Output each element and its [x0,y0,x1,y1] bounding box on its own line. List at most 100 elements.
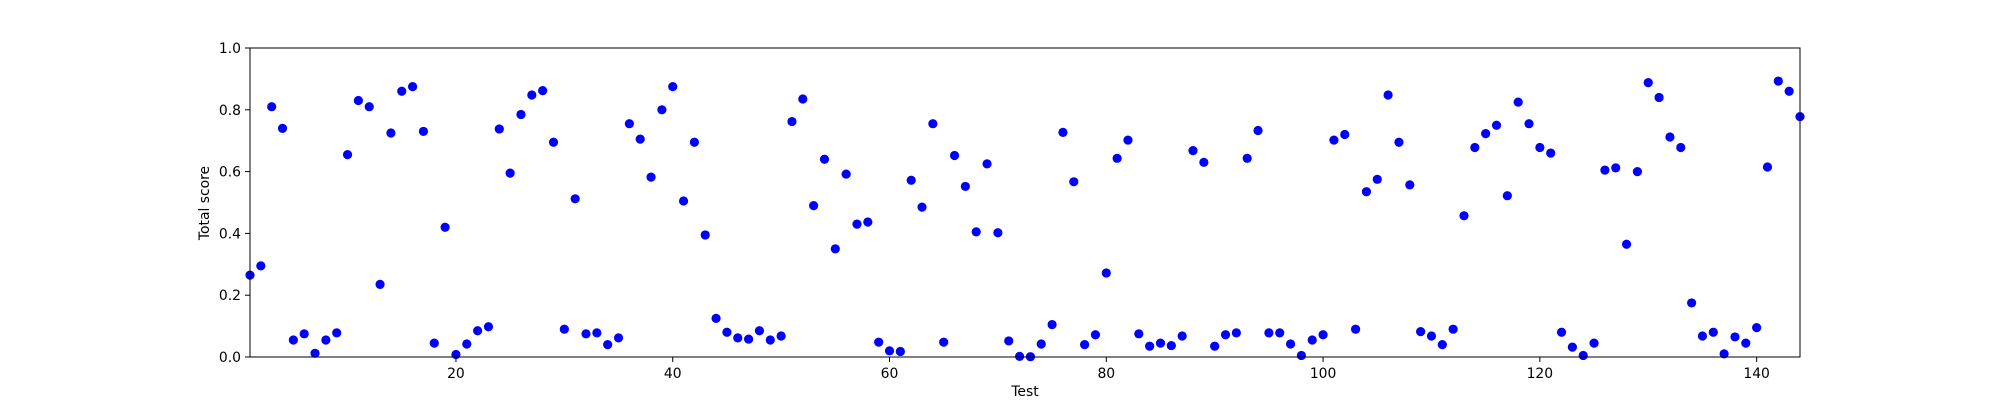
data-point [1145,341,1155,351]
data-point [917,202,927,212]
data-point [1123,135,1133,145]
data-point [928,119,938,129]
data-point [765,335,775,345]
data-point [1741,338,1751,348]
y-tick-label: 0.2 [219,288,241,304]
data-point [1383,90,1393,100]
data-point [1481,128,1491,139]
data-point [711,313,721,323]
data-point [874,337,884,347]
data-point [1101,268,1111,278]
data-point [299,329,309,339]
data-point [440,222,450,232]
data-point [1546,148,1556,158]
data-point [1416,327,1426,337]
data-point [819,154,830,164]
data-point [1459,211,1469,221]
data-point [473,326,483,336]
data-point [744,334,754,344]
data-point [982,159,992,169]
data-point [1090,330,1101,340]
data-point [1697,331,1708,341]
data-point [1621,239,1632,249]
data-point [1199,157,1209,167]
data-point [1470,142,1480,153]
data-point [809,200,819,211]
data-point [1231,328,1241,338]
y-tick-label: 0.6 [219,165,241,181]
data-point [570,194,580,204]
data-point [1220,330,1231,340]
data-point [1491,120,1502,130]
data-point [939,337,949,347]
data-point [1784,86,1794,96]
data-point [581,329,591,339]
data-point [342,150,353,160]
data-point [1665,132,1675,142]
data-point [1372,174,1382,184]
data-point [429,338,439,348]
data-point [386,128,396,138]
data-point [1643,78,1653,88]
data-point [1773,76,1783,86]
data-point [364,102,374,112]
data-point [1296,350,1306,361]
data-point [1567,342,1577,352]
data-point [1437,340,1447,350]
data-point [949,150,960,161]
data-point [1361,187,1372,197]
data-point [559,324,569,334]
data-point [754,326,765,336]
data-point [267,102,277,112]
data-point [960,181,970,192]
y-axis-ticks: 0.0 0.2 0.4 0.6 0.8 1.0 [219,41,250,366]
data-point [516,109,526,120]
y-tick-label: 1.0 [219,41,241,57]
data-points [245,76,1805,362]
data-point [548,137,559,147]
data-point [1730,332,1740,342]
data-point [852,219,862,229]
data-point [538,86,548,96]
data-point [1329,135,1339,145]
data-point [256,261,266,271]
data-point [1210,341,1220,351]
data-point [1687,298,1697,308]
data-point [646,172,656,182]
data-point [1448,324,1458,334]
data-point [1589,338,1599,348]
data-point [1654,92,1664,103]
data-point [1253,125,1263,136]
data-point [1047,319,1057,330]
x-axis-ticks: 20 40 60 80 100 120 140 [447,357,1770,382]
data-point [462,339,472,349]
data-point [494,124,504,134]
data-point [1600,165,1610,175]
data-point [895,346,905,357]
data-point [1350,324,1361,334]
data-point [1502,191,1512,201]
y-axis-label: Total score [197,166,213,241]
data-point [407,82,418,92]
data-point [375,279,385,289]
data-point [1264,328,1274,338]
data-point [971,227,981,237]
data-point [657,105,667,115]
data-point [884,346,895,356]
data-point [1632,167,1643,177]
data-point [635,134,645,144]
data-point [1285,339,1296,349]
x-axis-label: Test [1010,384,1039,400]
x-tick-label: 80 [1097,366,1115,382]
x-tick-label: 60 [881,366,899,382]
x-tick-label: 140 [1743,366,1770,382]
data-point [1242,153,1252,163]
plot-frame [249,47,1801,358]
data-point [397,86,407,96]
x-tick-label: 20 [447,366,465,382]
data-point [1340,129,1350,140]
data-point [1080,340,1090,350]
data-point [613,333,624,343]
